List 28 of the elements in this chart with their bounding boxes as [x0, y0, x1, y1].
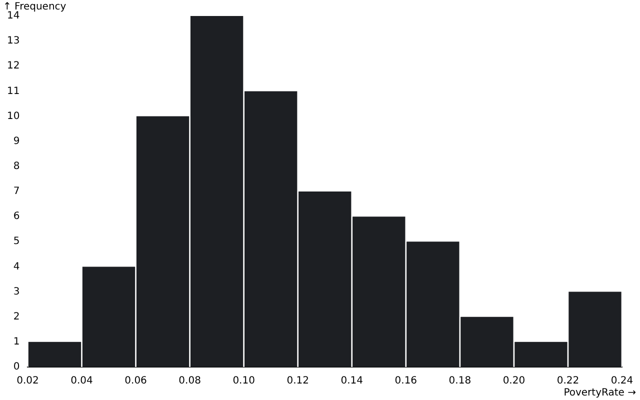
x-tick-label: 0.16: [394, 376, 418, 387]
y-tick-label: 6: [13, 211, 20, 222]
x-tick-label: 0.20: [502, 376, 526, 387]
y-tick-label: 10: [6, 110, 20, 122]
x-tick-label: 0.06: [124, 376, 147, 387]
x-tick-label: 0.02: [16, 376, 39, 387]
y-tick-label: 12: [6, 60, 20, 72]
x-tick-label: 0.10: [232, 376, 255, 387]
x-axis-title: PovertyRate →: [564, 388, 636, 399]
x-tick-label: 0.18: [448, 376, 472, 387]
y-tick-label: 8: [13, 161, 20, 172]
x-tick-label: 0.12: [286, 376, 309, 387]
y-tick-label: 3: [13, 286, 20, 298]
x-tick-label: 0.22: [556, 376, 580, 387]
y-tick-label: 0: [13, 362, 20, 373]
y-tick-label: 11: [6, 86, 20, 97]
y-tick-label: 9: [13, 136, 20, 147]
x-tick-label: 0.04: [70, 376, 93, 387]
y-tick-label: 2: [13, 311, 20, 322]
y-tick-label: 4: [13, 261, 20, 272]
x-tick-label: 0.24: [610, 376, 634, 387]
y-tick-label: 7: [13, 186, 20, 198]
x-tick-label: 0.14: [340, 376, 364, 387]
y-tick-label: 13: [6, 36, 20, 47]
y-tick-label: 5: [13, 236, 20, 248]
x-tick-label: 0.08: [178, 376, 201, 387]
y-tick-label: 1: [13, 336, 20, 348]
y-tick-label: 14: [6, 10, 20, 22]
